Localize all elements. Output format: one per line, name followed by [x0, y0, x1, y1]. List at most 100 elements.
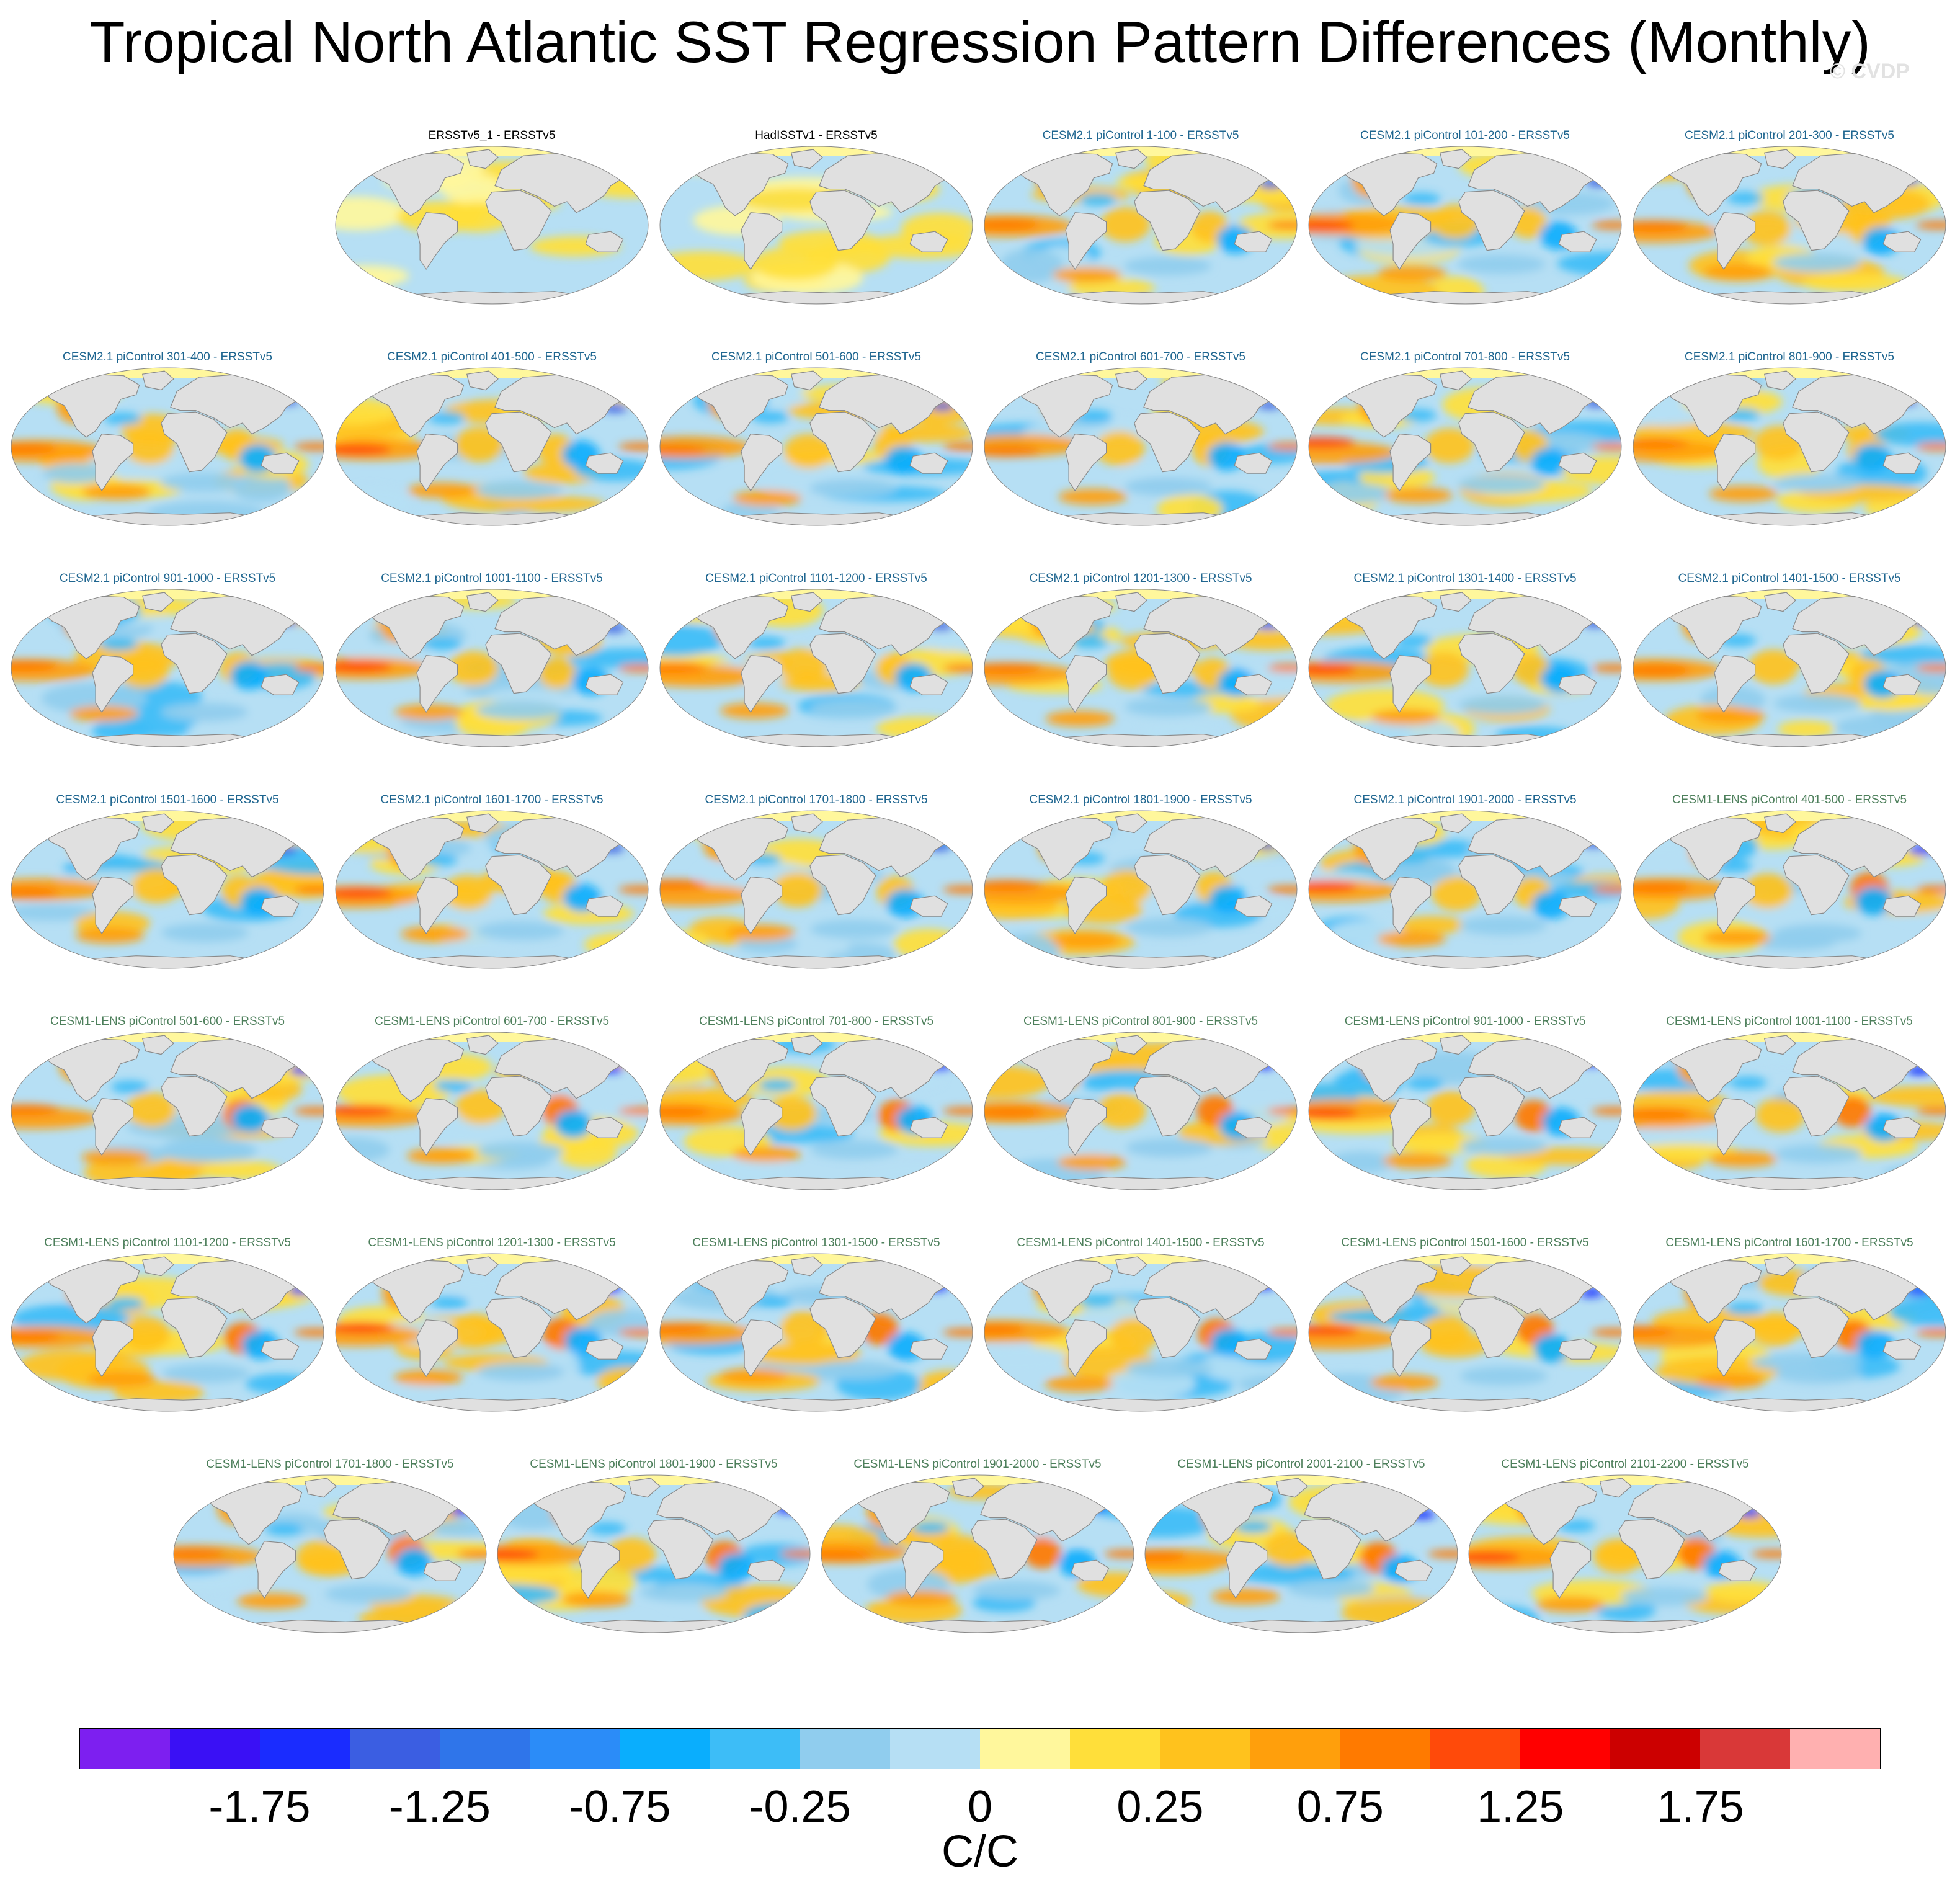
map-panel [984, 146, 1298, 305]
land-greenland [1276, 1478, 1308, 1498]
sst-anomaly-patch [401, 926, 470, 942]
map-panel [984, 367, 1298, 526]
sst-anomaly-patch [1633, 438, 1690, 450]
sst-anomaly-patch [110, 1080, 149, 1094]
panel-title: CESM1-LENS piControl 1001-1100 - ERSSTv5 [1666, 1015, 1913, 1028]
colorbar-units: C/C [942, 1827, 1018, 1876]
land-southAmerica [1065, 877, 1107, 934]
land-australia [585, 452, 624, 474]
sst-anomaly-patch [245, 1373, 316, 1394]
land-antarctica [737, 291, 911, 304]
land-africa [1783, 854, 1850, 916]
sst-anomaly-patch [11, 904, 96, 921]
sst-anomaly-patch [1592, 1328, 1621, 1337]
colorbar-swatch [800, 1729, 890, 1769]
land-africa [1134, 190, 1201, 251]
land-northAmerica [852, 1481, 950, 1545]
land-southAmerica [416, 877, 458, 934]
land-australia [261, 1117, 300, 1138]
sst-anomaly-patch [1234, 1520, 1272, 1533]
sst-anomaly-patch [162, 1363, 250, 1383]
sst-anomaly-patch [618, 664, 648, 672]
map-panel [821, 1474, 1134, 1633]
land-australia [585, 1117, 624, 1138]
sst-anomaly-patch [1267, 885, 1297, 894]
colorbar-swatch [710, 1729, 800, 1769]
map-outline [659, 1253, 973, 1412]
land-africa [1134, 1297, 1201, 1358]
sst-anomaly-patch [984, 662, 1041, 674]
sst-anomaly-patch [1045, 710, 1115, 727]
land-northAmerica [690, 1038, 789, 1102]
sst-anomaly-patch [1309, 1324, 1359, 1336]
map-panel [497, 1474, 811, 1633]
panel-title: CESM1-LENS piControl 1601-1700 - ERSSTv5 [1665, 1236, 1913, 1249]
land-greenland [791, 813, 823, 834]
land-australia [423, 1559, 462, 1581]
sst-anomaly-patch [943, 1328, 973, 1337]
land-eurasia [170, 1038, 303, 1099]
sst-anomaly-patch [1775, 1144, 1863, 1164]
land-eurasia [819, 152, 951, 213]
sst-anomaly-patch [1916, 885, 1946, 894]
sst-anomaly-patch [1384, 487, 1453, 504]
sst-anomaly-patch [744, 1603, 810, 1628]
colorbar-swatch [1699, 1729, 1790, 1769]
sst-anomaly-patch [1775, 1365, 1863, 1384]
panel-title: CESM1-LENS piControl 1301-1500 - ERSSTv5 [692, 1236, 940, 1249]
sst-anomaly-patch [1773, 253, 1861, 272]
land-greenland [142, 813, 174, 834]
sst-anomaly-patch [1853, 444, 1892, 473]
map-panel [984, 1032, 1298, 1190]
sst-anomaly-patch [1378, 265, 1447, 282]
land-eurasia [980, 1481, 1113, 1542]
sst-anomaly-patch [1916, 221, 1946, 230]
land-northAmerica [366, 152, 465, 216]
sst-anomaly-patch [984, 1324, 1025, 1336]
land-eurasia [170, 373, 303, 435]
land-australia [1234, 895, 1273, 917]
land-africa [323, 1519, 390, 1580]
land-africa [485, 1297, 552, 1358]
map-outline [1308, 589, 1622, 747]
sst-anomaly-patch [1315, 483, 1391, 504]
panel-title: CESM1-LENS piControl 901-1000 - ERSSTv5 [1344, 1015, 1586, 1028]
land-eurasia [494, 595, 627, 656]
panel-title: CESM1-LENS piControl 1701-1800 - ERSSTv5 [206, 1458, 454, 1471]
land-australia [1558, 895, 1597, 917]
land-eurasia [1143, 152, 1276, 213]
land-africa [971, 1519, 1038, 1580]
land-northAmerica [1339, 816, 1438, 881]
sst-anomaly-patch [1267, 221, 1297, 230]
panel-title: CESM2.1 piControl 701-800 - ERSSTv5 [1360, 350, 1570, 364]
sst-anomaly-patch [230, 661, 268, 690]
land-antarctica [413, 291, 586, 304]
land-northAmerica [1339, 1259, 1438, 1324]
panel-title: CESM2.1 piControl 1701-1800 - ERSSTv5 [705, 793, 928, 806]
map-panel [1308, 1253, 1622, 1412]
land-africa [1458, 411, 1525, 473]
land-africa [1458, 854, 1525, 916]
sst-anomaly-patch [1058, 489, 1128, 505]
map-panel [659, 367, 973, 526]
land-southAmerica [741, 212, 783, 270]
sst-anomaly-patch [394, 1370, 463, 1386]
land-eurasia [819, 1038, 951, 1099]
land-africa [1783, 1297, 1850, 1358]
sst-anomaly-patch [766, 1096, 817, 1131]
map-outline [335, 810, 649, 969]
land-eurasia [494, 816, 627, 878]
land-africa [809, 1297, 876, 1358]
land-eurasia [1304, 1481, 1437, 1542]
panel-title: CESM1-LENS piControl 1501-1600 - ERSSTv5 [1341, 1236, 1589, 1249]
map-outline [659, 1032, 973, 1190]
map-outline [1633, 1032, 1946, 1190]
sst-anomaly-patch [336, 486, 412, 518]
land-northAmerica [42, 1038, 140, 1102]
colorbar-tick-label: 1.75 [1657, 1782, 1744, 1832]
sst-anomaly-patch [780, 1550, 810, 1558]
sst-anomaly-patch [984, 880, 1042, 891]
land-antarctica [1386, 1398, 1559, 1411]
land-australia [1882, 895, 1922, 917]
sst-anomaly-patch [1742, 873, 1793, 909]
